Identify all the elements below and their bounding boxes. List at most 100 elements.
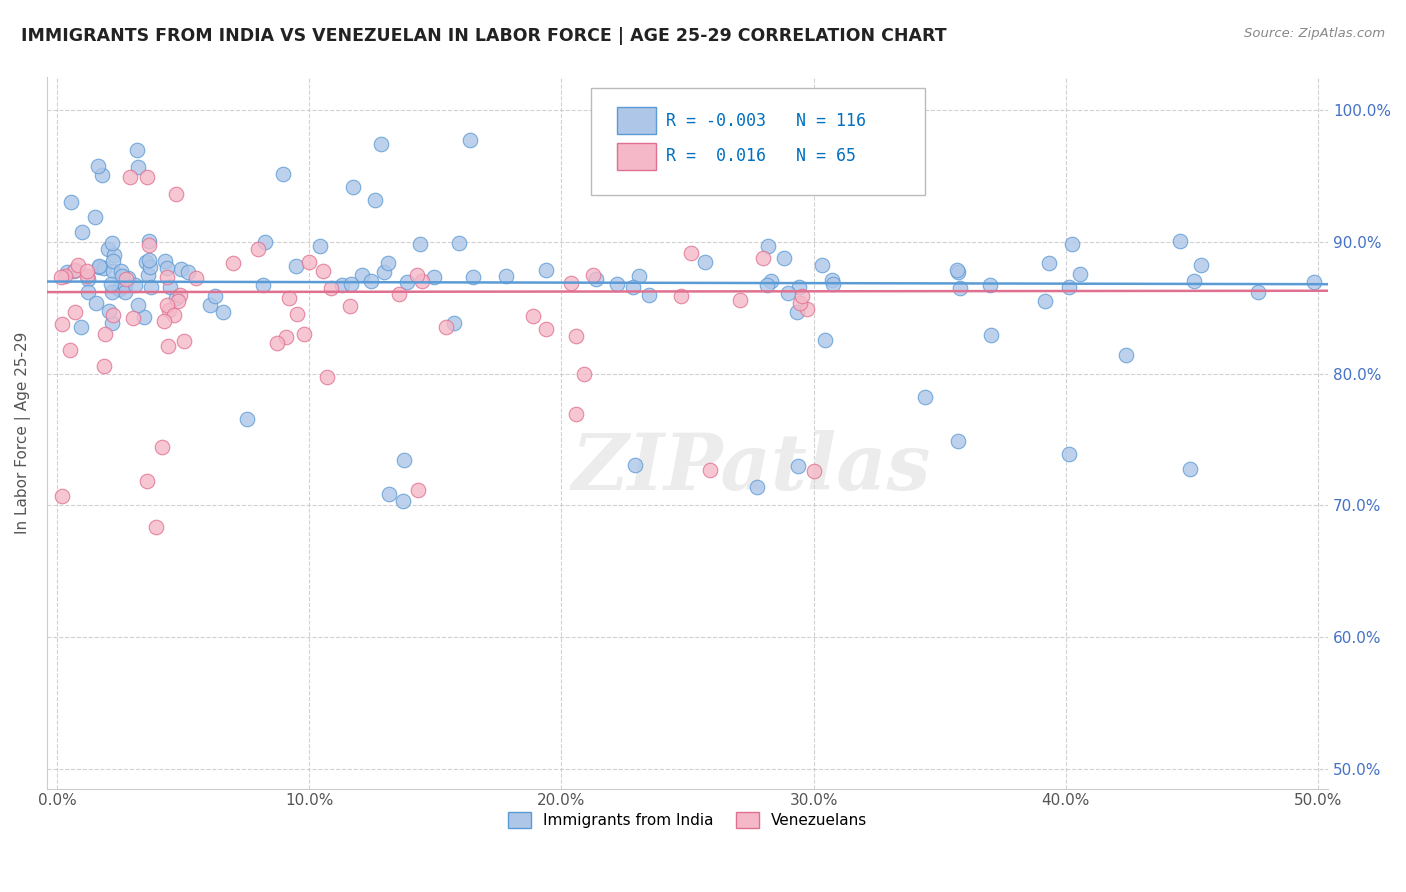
Point bbox=[134, 310, 156, 324]
Point bbox=[284, 259, 307, 273]
Text: IMMIGRANTS FROM INDIA VS VENEZUELAN IN LABOR FORCE | AGE 25-29 CORRELATION CHART: IMMIGRANTS FROM INDIA VS VENEZUELAN IN L… bbox=[21, 27, 946, 45]
Point bbox=[222, 255, 245, 269]
Point bbox=[110, 264, 132, 278]
Point bbox=[59, 194, 82, 209]
Point bbox=[669, 289, 692, 303]
Point bbox=[787, 458, 810, 473]
Point bbox=[621, 280, 644, 294]
Point bbox=[84, 295, 107, 310]
Point bbox=[138, 252, 160, 267]
Point bbox=[51, 317, 73, 331]
Point bbox=[101, 308, 124, 322]
Point bbox=[136, 170, 159, 185]
Point bbox=[495, 268, 517, 283]
Point bbox=[114, 285, 136, 299]
Point bbox=[373, 265, 395, 279]
Point bbox=[298, 254, 321, 268]
Point bbox=[93, 260, 115, 275]
Point bbox=[728, 293, 751, 307]
Point bbox=[127, 160, 149, 174]
Point bbox=[406, 268, 429, 283]
Point bbox=[628, 268, 651, 283]
Point bbox=[810, 258, 832, 272]
Point bbox=[1189, 258, 1212, 272]
Point bbox=[254, 235, 277, 250]
Point bbox=[422, 270, 444, 285]
Point bbox=[51, 489, 73, 503]
Point bbox=[1038, 255, 1060, 269]
Point bbox=[127, 298, 149, 312]
Point bbox=[97, 243, 120, 257]
Point bbox=[339, 299, 361, 313]
Point bbox=[695, 255, 717, 269]
Point bbox=[271, 167, 294, 181]
Point bbox=[211, 305, 233, 319]
Point bbox=[1059, 280, 1081, 294]
Point bbox=[821, 277, 844, 291]
Point bbox=[623, 458, 645, 472]
Point bbox=[153, 314, 176, 328]
Point bbox=[76, 269, 98, 284]
Point bbox=[138, 238, 160, 252]
Point bbox=[755, 278, 778, 293]
Point bbox=[980, 328, 1002, 343]
Point bbox=[108, 282, 131, 296]
Text: ZIPatlas: ZIPatlas bbox=[572, 430, 931, 507]
Point bbox=[97, 304, 120, 318]
Text: R =  0.016   N = 65: R = 0.016 N = 65 bbox=[666, 147, 856, 165]
Point bbox=[330, 277, 353, 292]
Point bbox=[115, 272, 138, 286]
Point bbox=[49, 269, 72, 284]
Point bbox=[65, 263, 87, 277]
Point bbox=[789, 296, 811, 310]
Point bbox=[76, 285, 98, 300]
Point bbox=[294, 326, 316, 341]
Point bbox=[101, 235, 124, 250]
Point bbox=[103, 248, 125, 262]
Point bbox=[574, 367, 596, 381]
Point bbox=[411, 274, 433, 288]
Point bbox=[1303, 275, 1326, 289]
Point bbox=[756, 239, 779, 253]
Bar bbox=[617, 143, 655, 169]
Point bbox=[177, 265, 200, 279]
Point bbox=[93, 359, 115, 373]
Point bbox=[364, 193, 387, 207]
Point bbox=[138, 260, 160, 274]
Point bbox=[76, 264, 98, 278]
Point bbox=[449, 235, 471, 250]
Point bbox=[821, 272, 844, 286]
Point bbox=[1168, 234, 1191, 248]
Point bbox=[560, 277, 582, 291]
Point bbox=[378, 487, 401, 501]
Point bbox=[125, 143, 148, 157]
Point bbox=[790, 289, 813, 303]
Point bbox=[274, 330, 297, 344]
Point bbox=[565, 329, 588, 343]
Point bbox=[135, 255, 157, 269]
Point bbox=[814, 333, 837, 347]
Point bbox=[152, 440, 174, 454]
Point bbox=[1033, 293, 1056, 308]
Point bbox=[100, 277, 122, 291]
Point bbox=[136, 475, 159, 489]
Point bbox=[394, 452, 416, 467]
Point bbox=[638, 287, 661, 301]
Point bbox=[377, 256, 399, 270]
Legend: Immigrants from India, Venezuelans: Immigrants from India, Venezuelans bbox=[502, 806, 873, 834]
Point bbox=[409, 237, 432, 252]
Point bbox=[745, 480, 768, 494]
Point bbox=[118, 169, 141, 184]
Point bbox=[752, 251, 775, 265]
Point bbox=[153, 254, 176, 268]
Point bbox=[204, 289, 226, 303]
Point bbox=[360, 274, 382, 288]
Point bbox=[101, 253, 124, 268]
Point bbox=[342, 179, 364, 194]
Point bbox=[321, 281, 343, 295]
Point bbox=[63, 264, 86, 278]
Point bbox=[803, 464, 825, 478]
Point bbox=[167, 294, 190, 309]
Point bbox=[76, 272, 98, 286]
Point bbox=[1180, 462, 1202, 476]
